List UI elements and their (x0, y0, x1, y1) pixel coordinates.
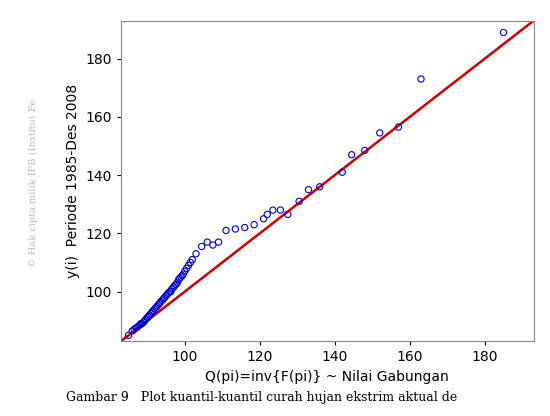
Point (167, 288, 175, 295)
Point (208, 242, 217, 248)
Point (394, 124, 403, 130)
Point (149, 307, 158, 314)
Point (156, 299, 165, 305)
Point (268, 207, 277, 213)
Y-axis label: y(i)  Periode 1985-Des 2008: y(i) Periode 1985-Des 2008 (66, 84, 80, 278)
Point (197, 243, 206, 250)
Point (172, 281, 180, 288)
Point (186, 259, 195, 266)
Point (499, 29, 508, 36)
Point (315, 183, 324, 190)
Point (214, 239, 223, 245)
Point (276, 207, 285, 213)
Text: Gambar 9   Plot kuantil-kuantil curah hujan ekstrim aktual de: Gambar 9 Plot kuantil-kuantil curah huja… (66, 391, 457, 404)
X-axis label: Q(pi)=inv{F(pi)} ~ Nilai Gabungan: Q(pi)=inv{F(pi)} ~ Nilai Gabungan (205, 370, 449, 384)
Point (259, 215, 268, 222)
Point (180, 268, 189, 275)
Point (158, 297, 167, 304)
Point (164, 290, 173, 297)
Point (159, 295, 168, 302)
Point (160, 294, 169, 301)
Point (155, 300, 164, 307)
Point (128, 328, 136, 334)
Point (162, 293, 170, 300)
Point (130, 326, 139, 333)
Point (131, 324, 140, 331)
Point (179, 271, 188, 277)
Point (135, 322, 144, 329)
Point (166, 288, 174, 295)
Point (168, 285, 177, 292)
Point (134, 323, 142, 330)
Point (416, 76, 425, 82)
Point (304, 186, 313, 193)
Point (203, 239, 212, 245)
Point (136, 320, 145, 327)
Point (174, 277, 183, 283)
Point (147, 310, 156, 317)
Point (140, 317, 149, 324)
Point (231, 225, 240, 232)
Point (145, 312, 154, 318)
Point (143, 314, 152, 321)
Point (154, 301, 163, 308)
Point (191, 250, 200, 257)
Point (141, 316, 150, 323)
Point (178, 272, 186, 279)
Point (177, 274, 185, 280)
Point (222, 227, 230, 234)
Point (347, 151, 356, 158)
Point (338, 169, 346, 176)
Point (175, 275, 184, 282)
Point (263, 211, 272, 218)
Point (163, 291, 172, 298)
Point (375, 130, 384, 136)
Point (360, 147, 369, 154)
Point (240, 224, 249, 231)
Point (150, 306, 159, 312)
Point (295, 198, 304, 205)
Point (170, 282, 179, 289)
Point (148, 309, 157, 315)
Point (283, 211, 292, 218)
Point (152, 303, 161, 310)
Point (169, 284, 178, 290)
Point (144, 313, 153, 320)
Point (250, 221, 258, 228)
Point (151, 305, 160, 311)
Point (182, 265, 191, 272)
Text: © Hak cipta milik IPB (Institut Pe: © Hak cipta milik IPB (Institut Pe (29, 99, 37, 267)
Point (139, 319, 148, 326)
Point (138, 320, 146, 327)
Point (124, 332, 133, 339)
Point (188, 256, 197, 263)
Point (173, 280, 182, 286)
Point (184, 262, 193, 269)
